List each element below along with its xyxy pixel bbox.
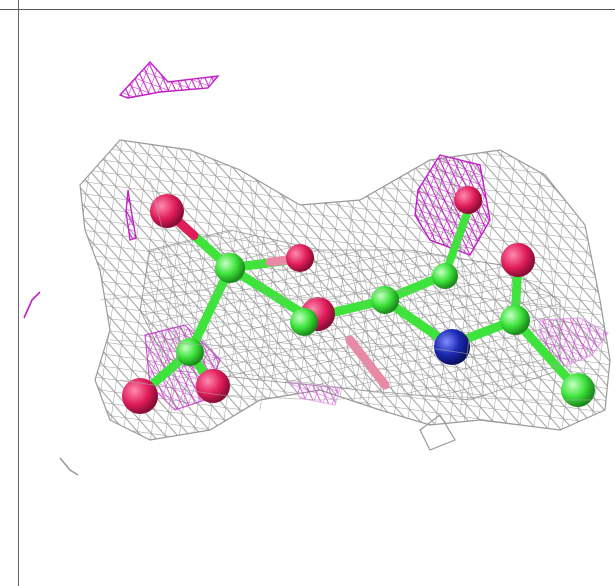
carbon-atom[interactable] bbox=[561, 373, 595, 407]
carbon-atom[interactable] bbox=[215, 253, 245, 283]
molecule-scene bbox=[23, 60, 611, 476]
viewer-corner-tick bbox=[0, 0, 19, 10]
carbon-atom[interactable] bbox=[500, 305, 530, 335]
oxygen-atom[interactable] bbox=[122, 378, 158, 414]
carbon-atom[interactable] bbox=[290, 308, 318, 336]
oxygen-atom[interactable] bbox=[196, 369, 230, 403]
viewer-top-border bbox=[0, 0, 615, 10]
molecule-atoms bbox=[122, 186, 595, 414]
density-mesh-overlay bbox=[99, 169, 601, 421]
oxygen-atom[interactable] bbox=[150, 194, 184, 228]
molecular-viewport[interactable] bbox=[19, 11, 615, 586]
nitrogen-atom[interactable] bbox=[434, 329, 470, 365]
oxygen-atom[interactable] bbox=[286, 244, 314, 272]
oxygen-atom[interactable] bbox=[501, 243, 535, 277]
carbon-atom[interactable] bbox=[371, 286, 399, 314]
viewer-left-border bbox=[18, 0, 19, 586]
carbon-atom[interactable] bbox=[176, 338, 204, 366]
oxygen-atom[interactable] bbox=[454, 186, 482, 214]
carbon-atom[interactable] bbox=[432, 263, 458, 289]
